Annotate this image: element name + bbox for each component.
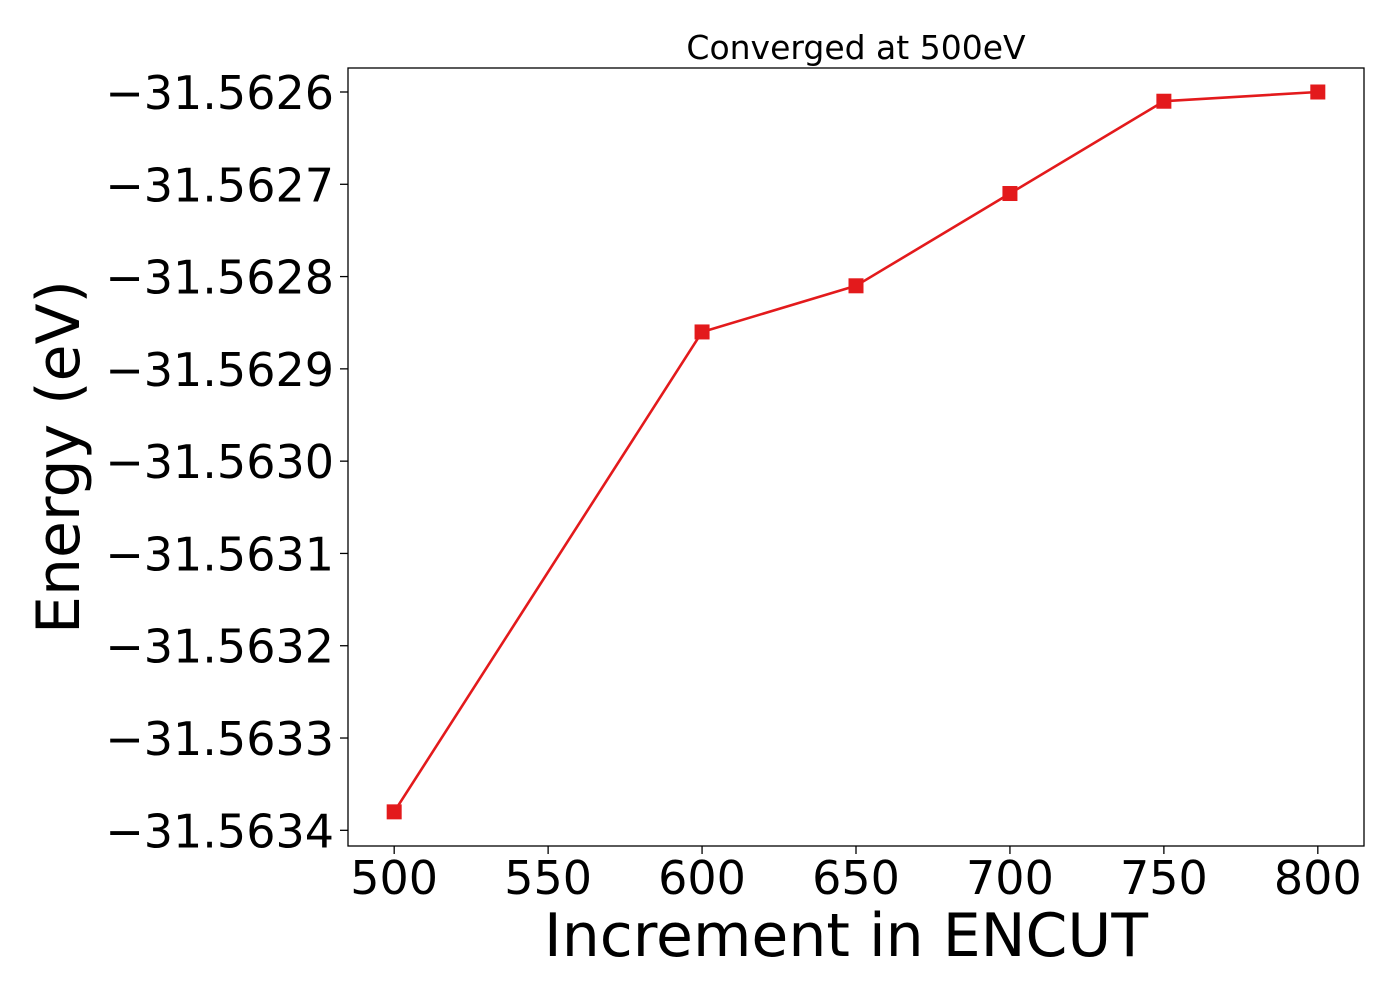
x-tick-label: 800 <box>1274 851 1362 905</box>
x-tick-label: 600 <box>658 851 746 905</box>
y-tick-label: −31.5629 <box>105 343 334 397</box>
series-line <box>393 90 1318 813</box>
y-tick-label: −31.5626 <box>105 66 334 120</box>
y-tick-label: −31.5631 <box>105 527 334 581</box>
data-point-marker <box>848 278 864 294</box>
x-tick-label: 550 <box>504 851 592 905</box>
chart-title: Converged at 500eV <box>686 28 1026 67</box>
x-tick-label: 750 <box>1120 851 1208 905</box>
y-tick-label: −31.5632 <box>105 620 334 674</box>
series-layer <box>386 84 1326 820</box>
y-tick-label: −31.5633 <box>105 712 334 766</box>
y-axis-ticks: −31.5634 −31.5633 −31.5632 −31.5631 −31.5630… <box>105 66 348 858</box>
data-point-marker <box>1156 93 1172 109</box>
x-tick-label: 500 <box>350 851 438 905</box>
x-tick-label: 650 <box>812 851 900 905</box>
plot-area-frame <box>347 67 1365 847</box>
data-point-marker <box>386 804 402 820</box>
y-tick-label: −31.5628 <box>105 251 334 305</box>
y-tick-label: −31.5627 <box>105 158 334 212</box>
data-point-marker <box>1310 84 1326 100</box>
x-axis-ticks: 500 550 600 650 700 750 800 <box>350 846 1362 905</box>
data-point-marker <box>694 324 710 340</box>
data-point-marker <box>1002 186 1018 202</box>
y-tick-label: −31.5634 <box>105 804 334 858</box>
x-tick-label: 700 <box>966 851 1054 905</box>
x-axis-label: Increment in ENCUT <box>544 901 1148 971</box>
y-axis-label: Energy (eV) <box>24 280 94 634</box>
y-tick-label: −31.5630 <box>105 435 334 489</box>
